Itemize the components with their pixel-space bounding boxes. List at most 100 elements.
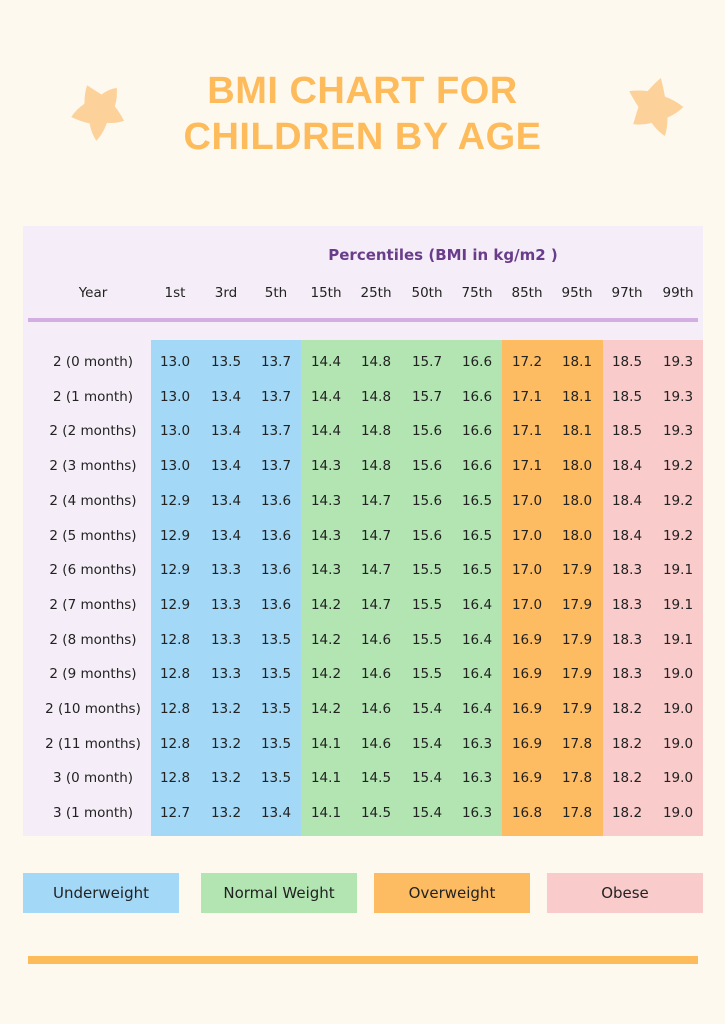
row-year-label: 2 (4 months) (49, 492, 137, 509)
row-year-label: 2 (7 months) (49, 596, 137, 613)
table-cell: 17.8 (561, 735, 593, 752)
table-cell: 16.9 (511, 666, 543, 683)
table-cell: 17.9 (561, 631, 593, 648)
table-cell: 13.3 (210, 666, 242, 683)
table-cell: 17.1 (511, 423, 543, 440)
table-cell: 13.6 (260, 492, 292, 509)
obese-band (603, 340, 703, 836)
table-cell: 18.0 (561, 458, 593, 475)
table-cell: 15.6 (411, 492, 443, 509)
table-cell: 13.5 (260, 701, 292, 717)
table-cell: 15.5 (411, 666, 443, 683)
table-cell: 13.4 (210, 458, 242, 475)
title-line-2: CHILDREN BY AGE (183, 116, 542, 158)
table-cell: 13.0 (159, 388, 191, 405)
table-cell: 12.8 (159, 770, 191, 787)
table-cell: 18.2 (611, 805, 643, 822)
table-cell: 18.3 (611, 562, 643, 579)
table-cell: 15.5 (411, 631, 443, 648)
table-cell: 19.1 (662, 631, 694, 648)
table-cell: 19.1 (662, 562, 694, 579)
table-cell: 13.6 (260, 527, 292, 544)
table-cell: 14.3 (310, 492, 342, 509)
table-cell: 12.8 (159, 735, 191, 752)
table-cell: 14.3 (310, 562, 342, 579)
table-cell: 16.5 (461, 527, 493, 544)
column-header: 97th (611, 285, 643, 301)
table-cell: 13.2 (210, 805, 242, 822)
table-cell: 14.6 (360, 631, 392, 648)
table-cell: 16.3 (461, 770, 493, 787)
row-year-label: 2 (11 months) (45, 735, 141, 752)
table-cell: 16.4 (461, 631, 493, 648)
table-cell: 14.2 (310, 701, 342, 717)
table-cell: 15.4 (411, 735, 443, 752)
table-cell: 13.5 (210, 354, 242, 370)
table-cell: 13.4 (210, 388, 242, 405)
row-year-label: 2 (2 months) (49, 423, 137, 440)
table-cell: 16.5 (461, 562, 493, 579)
table-cell: 13.2 (210, 701, 242, 717)
table-cell: 14.7 (360, 562, 392, 579)
table-cell: 14.8 (360, 354, 392, 370)
table-cell: 17.0 (511, 562, 543, 579)
table-cell: 18.0 (561, 492, 593, 509)
table-cell: 14.3 (310, 458, 342, 475)
table-cell: 13.0 (159, 423, 191, 440)
table-cell: 17.8 (561, 805, 593, 822)
overweight-band (502, 340, 603, 836)
table-cell: 13.5 (260, 631, 292, 648)
table-cell: 16.6 (461, 354, 493, 370)
table-cell: 15.6 (411, 527, 443, 544)
star-icon-left (71, 85, 125, 141)
table-cell: 19.0 (662, 666, 694, 683)
table-cell: 16.6 (461, 458, 493, 475)
legend-overweight: Overweight (374, 873, 530, 913)
column-header: 95th (561, 285, 593, 301)
table-cell: 16.4 (461, 666, 493, 683)
table-cell: 18.1 (561, 354, 593, 370)
table-cell: 16.4 (461, 701, 493, 717)
table-cell: 16.9 (511, 735, 543, 752)
table-cell: 18.1 (561, 388, 593, 405)
table-cell: 19.3 (662, 354, 694, 370)
table-cell: 13.5 (260, 666, 292, 683)
table-cell: 15.6 (411, 423, 443, 440)
table-cell: 14.7 (360, 492, 392, 509)
table-cell: 17.0 (511, 492, 543, 509)
row-year-label: 2 (8 months) (49, 631, 137, 648)
column-header: 50th (411, 285, 443, 301)
table-cell: 16.8 (511, 805, 543, 822)
year-header: Year (78, 285, 108, 301)
table-cell: 13.3 (210, 596, 242, 613)
table-cell: 14.2 (310, 666, 342, 683)
table-cell: 16.3 (461, 735, 493, 752)
table-cell: 18.3 (611, 666, 643, 683)
table-cell: 14.1 (310, 770, 342, 787)
table-cell: 15.7 (411, 354, 443, 370)
table-cell: 14.5 (360, 805, 392, 822)
table-cell: 14.8 (360, 423, 392, 440)
table-cell: 15.7 (411, 388, 443, 405)
underweight-band (151, 340, 301, 836)
table-cell: 18.5 (611, 423, 643, 440)
table-cell: 16.9 (511, 770, 543, 787)
table-cell: 13.3 (210, 631, 242, 648)
table-cell: 15.6 (411, 458, 443, 475)
table-cell: 19.3 (662, 388, 694, 405)
bottom-divider (28, 956, 698, 964)
star-icon-right (629, 77, 684, 137)
table-cell: 18.0 (561, 527, 593, 544)
table-cell: 13.4 (260, 805, 292, 822)
table-cell: 14.2 (310, 596, 342, 613)
normal-weight-band (301, 340, 502, 836)
table-cell: 15.4 (411, 805, 443, 822)
table-cell: 13.7 (260, 423, 292, 440)
row-year-label: 2 (9 months) (49, 666, 137, 683)
page-title: BMI CHART FOR CHILDREN BY AGE (0, 68, 725, 160)
table-cell: 16.9 (511, 701, 543, 717)
table-cell: 13.7 (260, 388, 292, 405)
table-cell: 17.0 (511, 596, 543, 613)
table-cell: 13.0 (159, 458, 191, 475)
table-cell: 14.6 (360, 735, 392, 752)
